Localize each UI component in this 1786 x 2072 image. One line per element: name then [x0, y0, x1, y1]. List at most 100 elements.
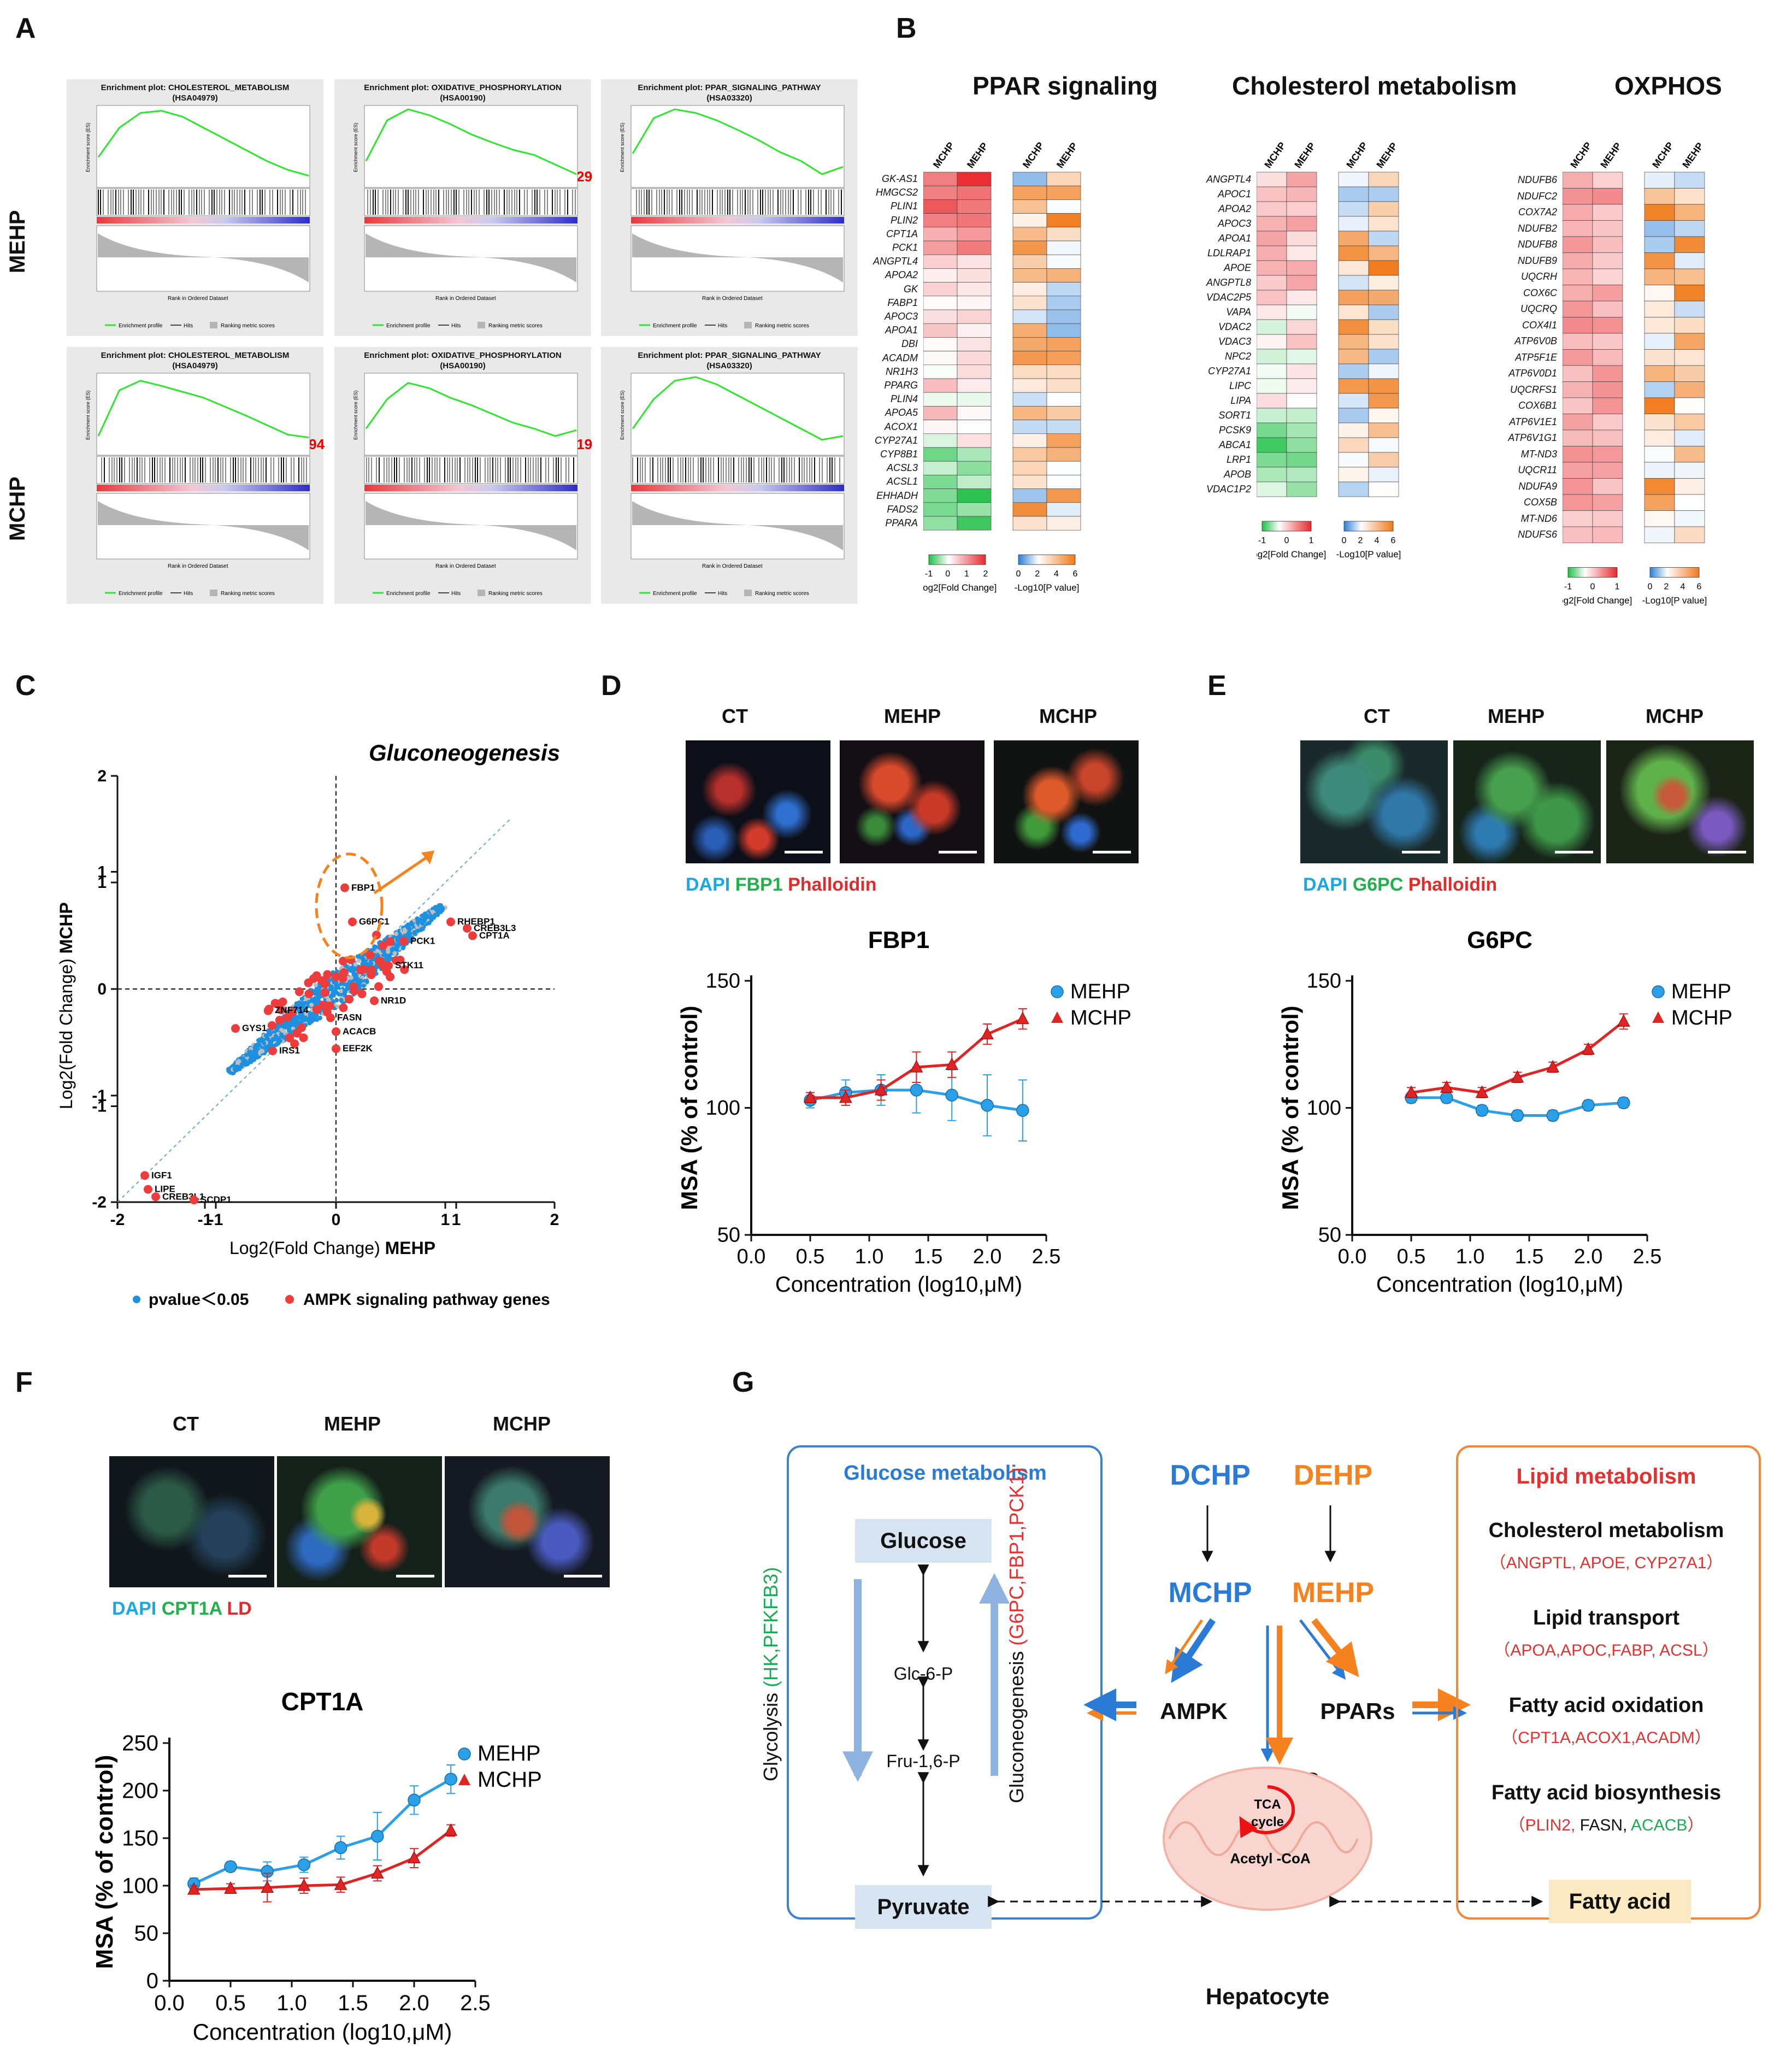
ampk-point	[299, 1033, 308, 1043]
heatmap-title-cholesterol: Cholesterol metabolism	[1232, 72, 1517, 100]
gene-label: VDAC2	[1218, 321, 1251, 332]
fc-tick: -1	[1564, 582, 1572, 592]
data-point-circle	[1016, 1104, 1029, 1117]
fc-cell	[923, 185, 958, 200]
x-tick-label: 0.5	[1397, 1245, 1426, 1268]
gene-point	[370, 996, 379, 1005]
legend-profile: Enrichment profile	[653, 323, 697, 329]
legend-rank-swatch	[478, 590, 485, 596]
fc-cell	[957, 199, 992, 214]
gene-label: DBI	[901, 338, 918, 350]
data-point	[309, 1003, 314, 1008]
fc-cell	[1563, 172, 1593, 189]
fc-colorbar	[1567, 567, 1618, 578]
fc-cell	[1257, 363, 1287, 379]
p-cell	[1012, 240, 1047, 255]
p-tick: 0	[1648, 582, 1653, 592]
x-tick-label: 2.0	[399, 1991, 429, 2015]
fc-cell	[1563, 478, 1593, 495]
gsea-title: Enrichment plot: OXIDATIVE_PHOSPHORYLATI…	[364, 351, 562, 370]
data-point	[400, 946, 405, 951]
chart-cpt1a: CPT1A 0.0 0.5 1.0 1.5 2.0 2.5 0 50 100 150 200 250 Co…	[91, 1687, 542, 2045]
fc-cell	[1257, 186, 1287, 202]
gene-label: NDUFB9	[1517, 255, 1557, 266]
data-point	[427, 921, 432, 926]
data-point	[418, 917, 423, 922]
p-cell	[1046, 516, 1081, 531]
data-point	[433, 913, 438, 917]
gene-point	[332, 1027, 340, 1036]
p-cell	[1674, 317, 1705, 334]
fc-cell	[1563, 220, 1593, 237]
gene-label: APOB	[1223, 469, 1251, 480]
enrichment-curve	[632, 376, 844, 441]
p-cell	[1674, 236, 1705, 253]
gene-label: UQCRH	[1521, 271, 1557, 282]
fc-cell	[1592, 317, 1623, 334]
rank-gradient	[631, 217, 844, 223]
enrichment-curve	[365, 108, 577, 175]
fc-cell	[923, 323, 958, 338]
p-cell	[1012, 296, 1047, 310]
data-point	[358, 978, 363, 983]
p-cell	[1046, 240, 1081, 255]
p-tick: 2	[1035, 569, 1040, 579]
gene-label: ACSL3	[886, 462, 918, 474]
p-cell	[1368, 275, 1399, 291]
fc-cell	[1286, 408, 1317, 423]
col-header: MCHP	[1568, 140, 1594, 170]
gsea-xlabel: Rank in Ordered Dataset	[435, 296, 496, 302]
fc-tick: 0	[1284, 536, 1289, 545]
scatter-xlabel: Log2(Fold Change) MEHP	[229, 1238, 435, 1258]
p-cell	[1046, 323, 1081, 338]
data-point	[239, 1064, 244, 1069]
ampk-point	[366, 950, 375, 960]
data-point-triangle	[1440, 1080, 1453, 1093]
data-point-triangle	[839, 1090, 852, 1103]
ampk-point	[385, 937, 394, 946]
p-cell	[1338, 349, 1369, 364]
e-header-mehp: MEHP	[1487, 705, 1545, 727]
fc-cell	[1563, 462, 1593, 479]
data-point	[412, 932, 417, 937]
data-point	[303, 1015, 308, 1020]
fc-tick: 0	[1590, 582, 1595, 592]
p-cell	[1644, 333, 1675, 350]
data-point	[339, 998, 344, 1003]
data-point-triangle	[1617, 1014, 1630, 1027]
d-stain-legend: DAPI FBP1 Phalloidin	[686, 874, 877, 895]
p-cell	[1674, 365, 1705, 382]
y-tick-label: -1	[92, 1087, 107, 1105]
data-point	[335, 985, 340, 990]
panel-label-c: C	[15, 670, 36, 702]
fc-cell	[1286, 334, 1317, 350]
fc-cell	[957, 447, 992, 462]
ampk-point	[267, 1021, 276, 1030]
ampk-point	[294, 987, 304, 996]
data-point	[334, 982, 339, 987]
ampk-point	[320, 988, 329, 997]
gsea-plot: Enrichment plot: OXIDATIVE_PHOSPHORYLATI…	[334, 347, 592, 604]
fc-cell	[957, 185, 992, 200]
col-header: MCHP	[1262, 140, 1288, 170]
fc-cell	[1563, 429, 1593, 446]
gsea-plot: Enrichment plot: OXIDATIVE_PHOSPHORYLATI…	[334, 79, 592, 336]
data-point	[420, 921, 425, 926]
p-cell	[1338, 437, 1369, 453]
data-point-triangle	[804, 1090, 817, 1103]
y-tick-label: 50	[717, 1224, 740, 1247]
p-cell	[1012, 199, 1047, 214]
p-cell	[1046, 309, 1081, 324]
fc-cell	[1257, 452, 1287, 468]
p-colorbar	[1343, 521, 1394, 532]
data-point	[296, 1020, 300, 1025]
gsea-title: Enrichment plot: PPAR_SIGNALING_PATHWAY(…	[638, 83, 821, 103]
data-point	[328, 986, 333, 991]
data-point	[343, 989, 347, 994]
data-point	[313, 983, 318, 988]
glucose-node: Glucose	[855, 1519, 992, 1563]
fc-cell	[923, 254, 958, 269]
gene-point	[384, 961, 393, 970]
data-point	[226, 1067, 231, 1072]
fc-cell	[957, 309, 992, 324]
